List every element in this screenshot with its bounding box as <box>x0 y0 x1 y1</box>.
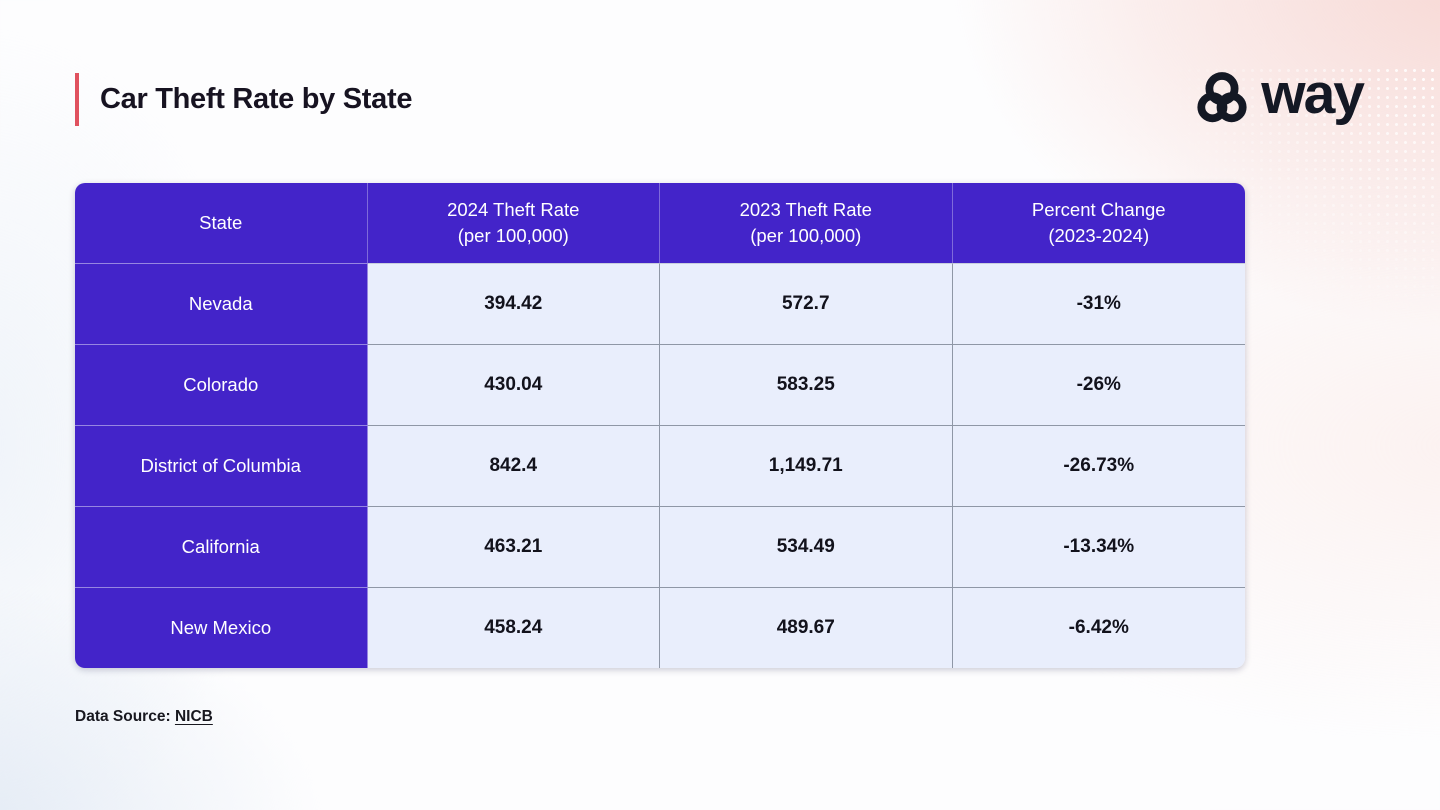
percent-change-cell: -26.73% <box>952 425 1245 506</box>
trefoil-knot-icon <box>1197 71 1247 122</box>
state-name-cell: Colorado <box>75 344 368 425</box>
table-row-district-of-columbia: District of Columbia 842.4 1,149.71 -26.… <box>75 425 1245 506</box>
title-block: Car Theft Rate by State <box>75 73 412 126</box>
state-name-cell: California <box>75 506 368 587</box>
infographic-page: Car Theft Rate by State way State <box>0 66 1440 726</box>
way-wordmark: way <box>1261 62 1365 126</box>
rate-2023-cell: 572.7 <box>660 263 953 344</box>
column-header-2024-rate: 2024 Theft Rate (per 100,000) <box>367 183 660 263</box>
rate-2023-cell: 1,149.71 <box>660 425 953 506</box>
rate-2023-cell: 583.25 <box>660 344 953 425</box>
percent-change-cell: -6.42% <box>952 587 1245 668</box>
nicb-link[interactable]: NICB <box>174 708 213 725</box>
rate-2023-cell: 489.67 <box>660 587 953 668</box>
table-row-colorado: Colorado 430.04 583.25 -26% <box>75 344 1245 425</box>
table-row-california: California 463.21 534.49 -13.34% <box>75 506 1245 587</box>
table-row-new-mexico: New Mexico 458.24 489.67 -6.42% <box>75 587 1245 668</box>
column-header-2023-rate: 2023 Theft Rate (per 100,000) <box>660 183 953 263</box>
percent-change-cell: -13.34% <box>952 506 1245 587</box>
rate-2023-cell: 534.49 <box>660 506 953 587</box>
rate-2024-cell: 430.04 <box>367 344 660 425</box>
data-source-label: Data Source: <box>75 708 171 725</box>
rate-2024-cell: 463.21 <box>367 506 660 587</box>
way-logo: way <box>1192 62 1365 133</box>
theft-rate-table-container: State 2024 Theft Rate (per 100,000) 2023… <box>75 183 1245 668</box>
state-name-cell: District of Columbia <box>75 425 368 506</box>
percent-change-cell: -31% <box>952 263 1245 344</box>
page-title: Car Theft Rate by State <box>100 83 413 115</box>
data-source-line: Data Source: NICB <box>75 708 1365 726</box>
header: Car Theft Rate by State way <box>75 66 1365 133</box>
table-row-nevada: Nevada 394.42 572.7 -31% <box>75 263 1245 344</box>
rate-2024-cell: 842.4 <box>367 425 660 506</box>
column-header-state: State <box>75 183 368 263</box>
state-name-cell: New Mexico <box>75 587 368 668</box>
column-header-percent-change: Percent Change (2023-2024) <box>952 183 1245 263</box>
theft-rate-table: State 2024 Theft Rate (per 100,000) 2023… <box>75 183 1245 668</box>
table-header: State 2024 Theft Rate (per 100,000) 2023… <box>75 183 1245 263</box>
rate-2024-cell: 394.42 <box>367 263 660 344</box>
rate-2024-cell: 458.24 <box>367 587 660 668</box>
percent-change-cell: -26% <box>952 344 1245 425</box>
state-name-cell: Nevada <box>75 263 368 344</box>
